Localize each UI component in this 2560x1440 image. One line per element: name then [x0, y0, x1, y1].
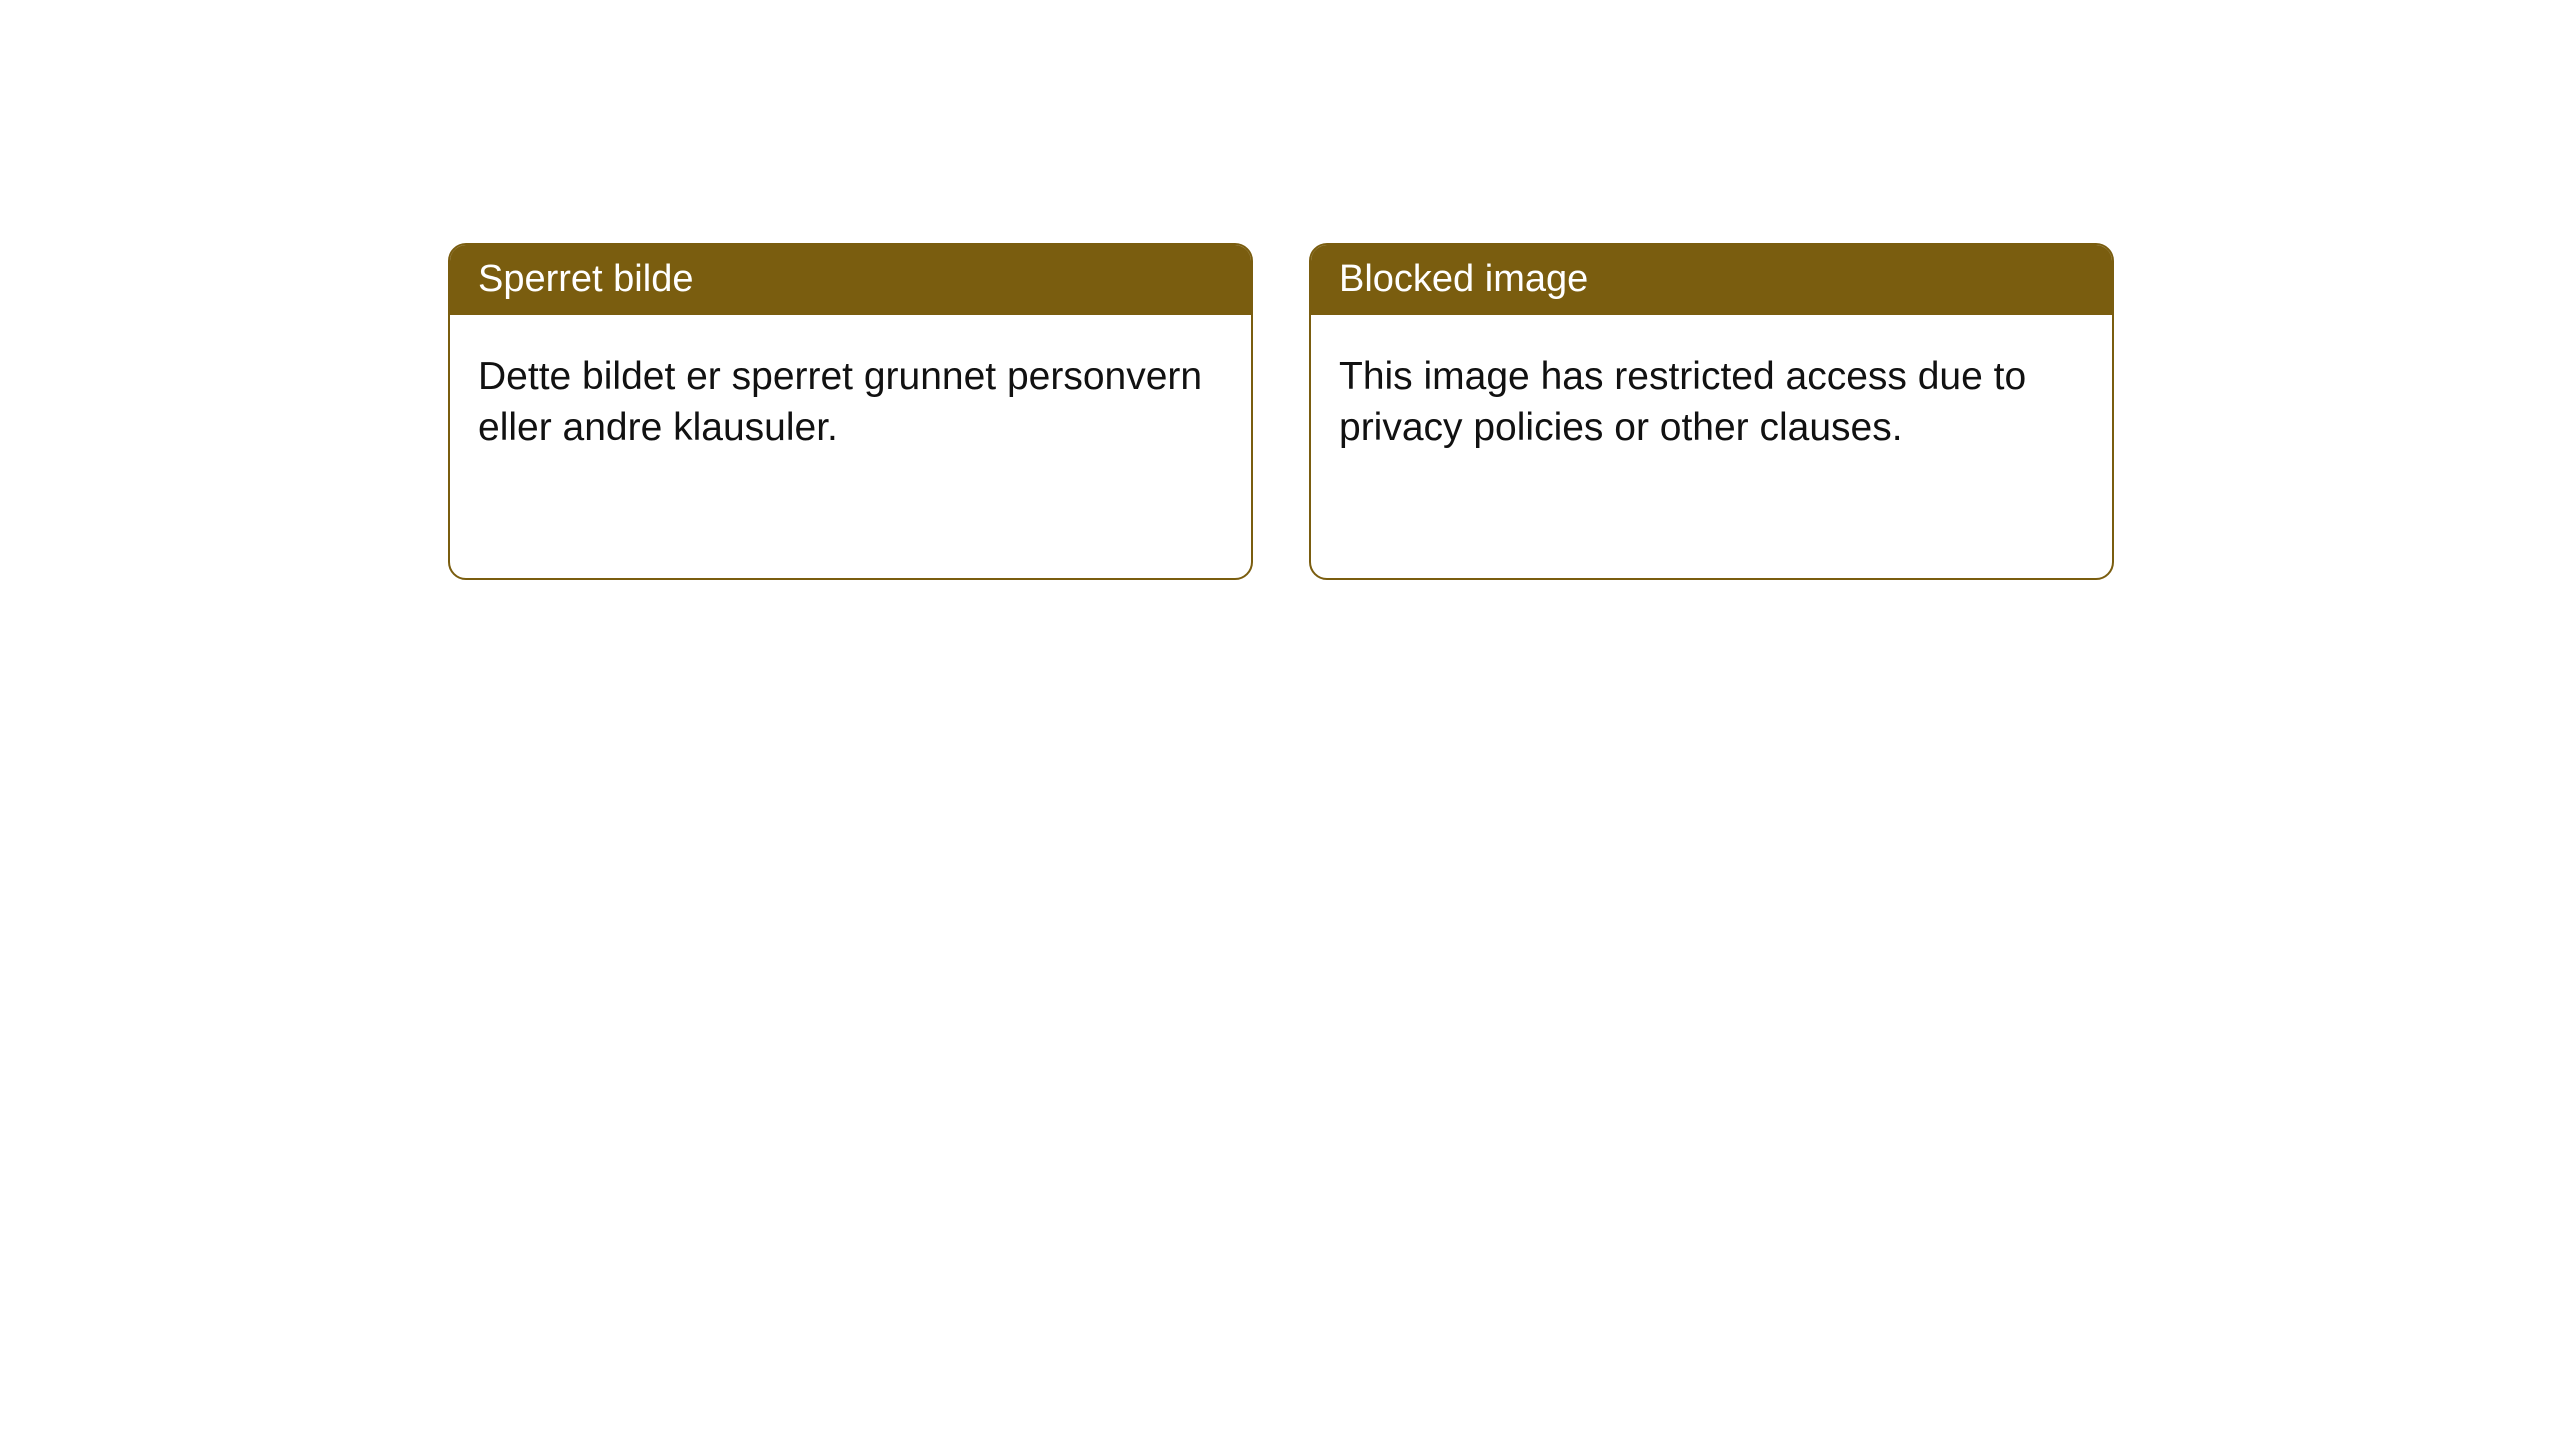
notice-card-english: Blocked image This image has restricted …	[1309, 243, 2114, 580]
notice-card-norwegian: Sperret bilde Dette bildet er sperret gr…	[448, 243, 1253, 580]
notice-container: Sperret bilde Dette bildet er sperret gr…	[448, 243, 2114, 580]
notice-body: This image has restricted access due to …	[1311, 315, 2112, 483]
notice-title: Blocked image	[1311, 245, 2112, 315]
notice-body: Dette bildet er sperret grunnet personve…	[450, 315, 1251, 483]
notice-title: Sperret bilde	[450, 245, 1251, 315]
